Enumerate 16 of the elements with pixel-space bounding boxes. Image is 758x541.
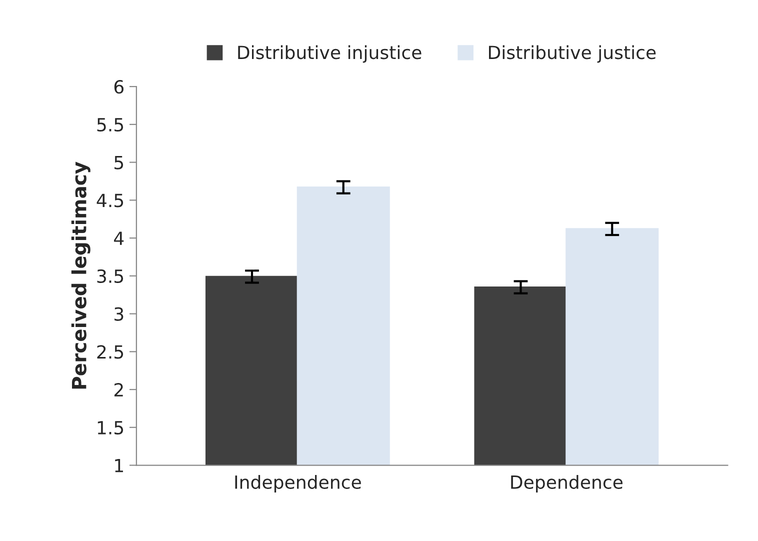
y-tick-label: 2.5 (97, 345, 124, 359)
y-tick-label: 5.5 (97, 118, 124, 132)
y-tick-label: 5 (114, 156, 124, 170)
legend-label: Distributive injustice (238, 45, 422, 63)
y-tick-label: 4 (114, 232, 124, 245)
y-tick-label: 1 (115, 458, 123, 472)
y-tick-label: 4.5 (96, 194, 124, 208)
y-axis-title: Perceived legitimacy (71, 162, 90, 389)
y-tick-label: 1.5 (98, 421, 124, 435)
y-tick-label: 3 (114, 307, 124, 321)
y-tick-label: 3.5 (97, 269, 124, 284)
legend-label: Distributive justice (489, 45, 656, 63)
x-tick-label: Independence (235, 474, 361, 492)
y-tick-label: 6 (114, 80, 124, 94)
y-tick-label: 2 (114, 382, 123, 396)
x-tick-label: Dependence (511, 474, 623, 492)
